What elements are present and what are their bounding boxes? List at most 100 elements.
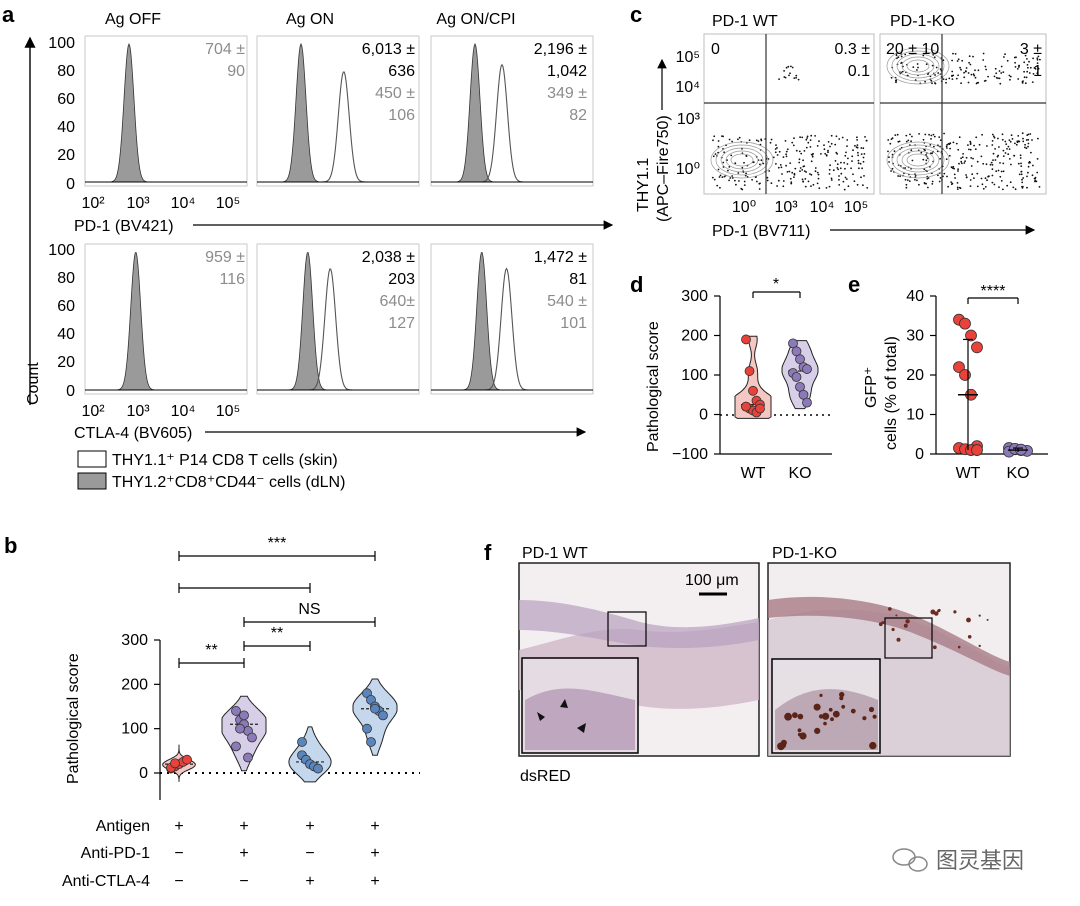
c-ko-dot-upper (1003, 56, 1005, 58)
c-wt-dot (862, 160, 865, 163)
b-y-ticks: 300 200 100 0 (121, 632, 160, 782)
c-wt-dot (785, 153, 787, 156)
c-wt-dot (862, 156, 865, 159)
c-ko-dot-upper (1031, 81, 1034, 83)
f-ko-spot (797, 713, 804, 720)
c-ko-dot-upper (1037, 55, 1040, 58)
c-ko-dot-upper (1014, 61, 1016, 64)
c-ko-dot (1020, 173, 1023, 176)
c-ko-dot-upper (1036, 58, 1039, 61)
c-ko-dot (999, 162, 1001, 164)
c-wt-dot (721, 176, 724, 179)
c-wt-dot (743, 180, 746, 183)
c-ko-dot (985, 163, 988, 166)
c-wt-dot (836, 167, 839, 169)
c-wt-dot (759, 163, 761, 166)
c-ko-dot-upper (973, 74, 976, 77)
c-ko-dot-upper (914, 79, 917, 81)
c-wt-dot (832, 169, 835, 172)
c-wt-dot (730, 154, 733, 157)
c-wt-dot (712, 155, 715, 158)
c-ko-dot (908, 180, 911, 183)
c-x-label: PD-1 (BV711) (712, 223, 810, 240)
c-ko-dot (1006, 148, 1008, 150)
c-ko-dot-upper (937, 72, 940, 74)
c-ko-dot (1017, 162, 1020, 165)
ann-r2c1-l1: 959 ± (205, 249, 245, 266)
c-ko-dot-upper (934, 74, 936, 76)
ann-r1c1-l1: 704 ± (205, 41, 245, 58)
c-ko-dot-upper (959, 66, 961, 69)
c-wt-dot-ur (795, 74, 798, 77)
f-ko-spot (888, 607, 892, 611)
c-ko-dot (1013, 154, 1015, 157)
c-ko-dot-upper (965, 67, 968, 69)
c-ko-dot (929, 144, 932, 146)
c-ko-dot-upper (1036, 57, 1039, 59)
f-wt-dermis-band (519, 600, 759, 648)
c-ko-dot-upper (895, 81, 897, 84)
c-x-tick-1e4: 10⁴ (810, 199, 835, 216)
legend-label-dln: THY1.2⁺CD8⁺CD44⁻ cells (dLN) (112, 474, 345, 491)
c-wt-dot (784, 140, 787, 142)
c-ko-dot (1014, 188, 1017, 191)
c-wt-dot (856, 183, 859, 186)
f-ko-spot (792, 712, 798, 719)
b-point (231, 741, 241, 752)
f-micrograph-wt: 100 μm (518, 562, 760, 757)
c-wt-dot (759, 182, 761, 185)
c-ko-dot (1016, 140, 1019, 143)
c-wt-dot (834, 160, 837, 162)
c-ko-dot (986, 179, 988, 182)
c-ko-dot-upper (1021, 82, 1024, 84)
c-wt-dot (776, 147, 778, 149)
c-ko-dot-upper (1026, 70, 1029, 73)
c-wt-dot (782, 185, 785, 188)
ann-r1c3-l1: 2,196 ± (534, 41, 587, 58)
c-ko-dot (905, 183, 908, 186)
c-ko-dot (970, 157, 973, 159)
c-ko-dot (969, 140, 972, 143)
c-ko-dot (987, 175, 989, 178)
c-ko-dot (965, 174, 967, 176)
c-wt-dot (838, 184, 841, 186)
c-ko-dot-upper (957, 58, 960, 61)
c-wt-dot (810, 185, 812, 188)
ann-r2c3-l4: 101 (560, 315, 587, 332)
ann-r1c2-l2: 636 (388, 63, 415, 80)
c-ko-dot (950, 166, 953, 169)
c-ko-dot (1007, 145, 1010, 148)
c-ko-dot (1031, 174, 1034, 177)
c-ko-dot (971, 173, 974, 176)
c-ko-dot-upper (960, 82, 962, 85)
panel-a-legend: THY1.1⁺ P14 CD8 T cells (skin) THY1.2⁺CD… (77, 450, 345, 491)
c-ko-dot-upper (1037, 67, 1040, 70)
c-ko-dot-upper (912, 66, 915, 68)
c-ko-dot-upper (942, 59, 945, 62)
c-ko-dot (994, 159, 997, 161)
c-ko-dot (978, 143, 981, 146)
c-wt-dot (843, 188, 846, 191)
c-ko-dot (974, 148, 977, 151)
d-y-tick-label: 100 (681, 367, 708, 384)
c-wt-dot (835, 151, 838, 154)
c-ko-dot (1008, 158, 1011, 160)
f-ko-spot (868, 706, 875, 713)
c-ko-dot-upper (974, 76, 977, 79)
c-ko-dot (946, 175, 948, 178)
f-wt-arrowhead-3 (577, 723, 586, 733)
wechat-icon-bubble (908, 856, 928, 872)
c-ko-dot (1036, 158, 1039, 160)
row1-y-tick-100: 100 (48, 35, 75, 52)
c-ko-dot (922, 158, 925, 161)
c-ko-dot-upper (1002, 71, 1005, 73)
b-cell-r2c0: − (174, 873, 183, 890)
c-wt-dot (775, 144, 777, 147)
c-wt-dot (791, 171, 794, 174)
c-ko-dot-upper (901, 70, 904, 73)
f-ko-spot (814, 727, 821, 735)
c-wt-dot (723, 151, 725, 154)
c-wt-dot (760, 138, 762, 141)
c-ko-dot (982, 187, 985, 190)
